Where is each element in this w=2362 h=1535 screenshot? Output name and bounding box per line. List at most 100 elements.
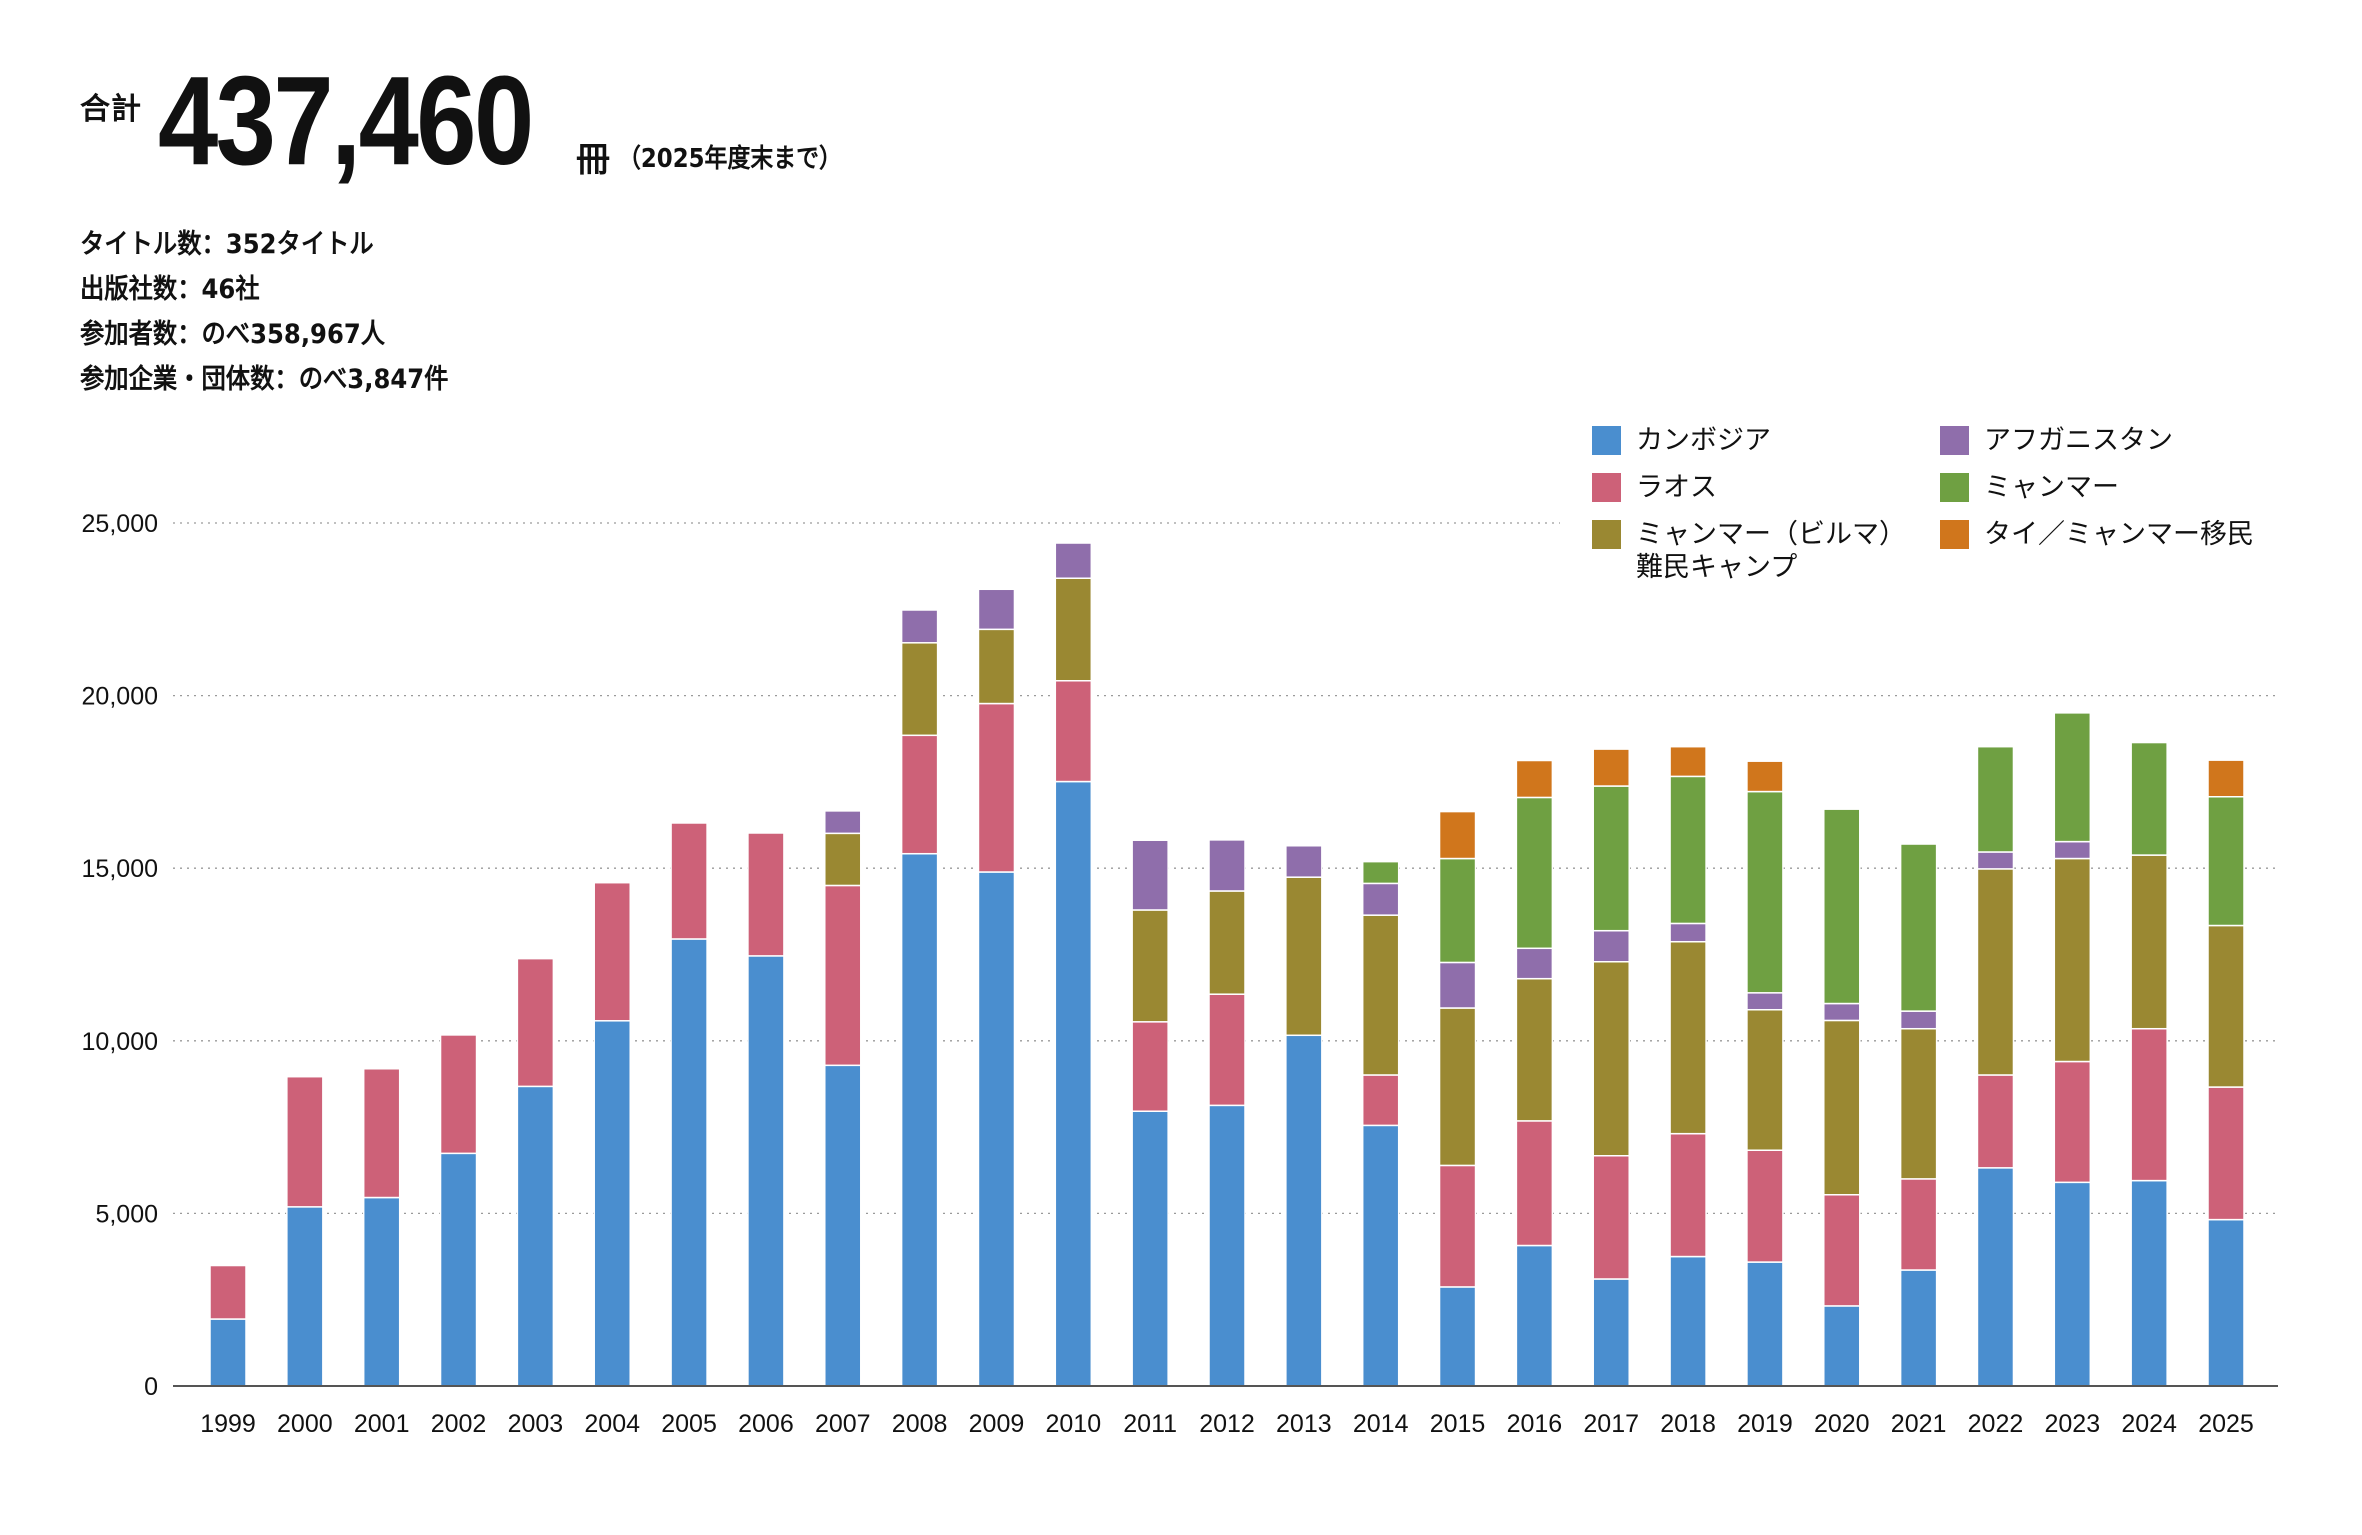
bar-segment bbox=[593, 881, 631, 1022]
bar-segment bbox=[1592, 929, 1630, 963]
bar-segment bbox=[747, 832, 785, 957]
bar-segment bbox=[2053, 712, 2092, 843]
total-label: 合計 bbox=[80, 92, 142, 127]
bar-segment bbox=[1823, 808, 1861, 1005]
x-tick-label: 2016 bbox=[1507, 1410, 1563, 1438]
y-axis-ticks: 0 5,000 10,000 15,000 20,000 25,000 bbox=[82, 510, 158, 1401]
bar-segment bbox=[2053, 857, 2092, 1063]
bar-segment bbox=[2053, 840, 2092, 860]
legend: カンボジア アフガニスタン ラオス ミャンマー ミャンマー（ビルマ） 難民キャンプ タイ／… bbox=[1592, 424, 2292, 604]
stat-participants: 参加者数：のべ358,967人 bbox=[80, 319, 386, 350]
legend-swatch bbox=[1592, 426, 1621, 455]
bar-segment bbox=[977, 702, 1016, 873]
bar-segment bbox=[1899, 1269, 1938, 1387]
bar-segment bbox=[2130, 854, 2168, 1030]
bar-segment bbox=[900, 734, 939, 855]
x-tick-label: 2022 bbox=[1968, 1410, 2024, 1438]
x-tick-label: 2005 bbox=[661, 1410, 717, 1438]
bar-segment bbox=[1054, 577, 1093, 682]
x-tick-label: 2015 bbox=[1430, 1410, 1486, 1438]
bar-segment bbox=[1592, 785, 1630, 932]
bar-segment bbox=[977, 871, 1016, 1387]
bar-segment bbox=[2130, 1027, 2168, 1182]
bar-segment bbox=[900, 609, 939, 644]
bar-segment bbox=[2053, 1181, 2092, 1387]
bar-segment bbox=[1976, 868, 2015, 1076]
bar-segment bbox=[747, 955, 785, 1387]
bar-segment bbox=[2207, 795, 2245, 927]
total-unit: 冊 bbox=[576, 140, 610, 180]
bar-segment bbox=[1592, 748, 1630, 787]
bar-segment bbox=[1669, 775, 1707, 925]
y-tick-label: 20,000 bbox=[82, 683, 158, 711]
x-tick-label: 2014 bbox=[1353, 1410, 1409, 1438]
x-tick-label: 2025 bbox=[2198, 1410, 2254, 1438]
legend-swatch bbox=[1592, 520, 1621, 549]
bar-segment bbox=[1208, 1104, 1246, 1387]
bar-segment bbox=[1746, 1149, 1784, 1263]
bar-segment bbox=[1438, 810, 1477, 860]
bar-segment bbox=[2207, 924, 2245, 1088]
stats-list: タイトル数：352タイトル 出版社数：46社 参加者数：のべ358,967人 参… bbox=[80, 222, 489, 402]
bar-segment bbox=[1285, 1034, 1323, 1387]
bar-segment bbox=[1054, 680, 1093, 783]
bar-segment bbox=[1899, 1027, 1938, 1180]
stat-titles: タイトル数：352タイトル bbox=[80, 229, 374, 260]
bar-segment bbox=[286, 1206, 324, 1387]
bar-segment bbox=[2053, 1060, 2092, 1184]
legend-label: タイ／ミャンマー移民 bbox=[1984, 519, 2254, 550]
y-tick-label: 5,000 bbox=[95, 1200, 158, 1228]
bar-segment bbox=[1669, 940, 1707, 1135]
bar-segment bbox=[209, 1318, 247, 1387]
bar-segment bbox=[1976, 1074, 2015, 1169]
legend-swatch bbox=[1940, 473, 1969, 502]
bar-segment bbox=[824, 884, 862, 1067]
bar-segment bbox=[1746, 992, 1784, 1011]
x-tick-label: 2000 bbox=[277, 1410, 333, 1438]
y-tick-label: 0 bbox=[144, 1373, 158, 1401]
bar-segment bbox=[1515, 796, 1554, 950]
bar-segment bbox=[593, 1020, 631, 1387]
legend-label: ミャンマー bbox=[1984, 472, 2119, 503]
x-tick-label: 2013 bbox=[1276, 1410, 1332, 1438]
y-tick-label: 15,000 bbox=[82, 855, 158, 883]
bar-segment bbox=[1746, 1008, 1784, 1151]
legend-label: ラオス bbox=[1636, 472, 1717, 503]
bar-segment bbox=[439, 1152, 478, 1387]
x-tick-label: 2020 bbox=[1814, 1410, 1870, 1438]
x-tick-label: 2023 bbox=[2044, 1410, 2100, 1438]
bar-segment bbox=[1976, 851, 2015, 870]
bar-segment bbox=[1054, 780, 1093, 1387]
bar-segment bbox=[439, 1034, 478, 1155]
legend-swatch bbox=[1940, 426, 1969, 455]
bar-segment bbox=[900, 852, 939, 1387]
bar-segment bbox=[1361, 860, 1400, 885]
bar-segment bbox=[1438, 1007, 1477, 1167]
legend-item: ミャンマー（ビルマ） 難民キャンプ bbox=[1592, 518, 1906, 584]
bar-segment bbox=[1592, 1278, 1630, 1387]
x-tick-label: 2012 bbox=[1199, 1410, 1255, 1438]
bar-segment bbox=[2207, 1218, 2245, 1387]
legend-swatch bbox=[1940, 520, 1969, 549]
x-tick-label: 2008 bbox=[892, 1410, 948, 1438]
bar-segment bbox=[977, 628, 1016, 705]
bar-segment bbox=[2207, 759, 2245, 798]
bar-segment bbox=[1054, 542, 1093, 579]
x-tick-label: 2017 bbox=[1583, 1410, 1639, 1438]
bar-segment bbox=[516, 957, 555, 1088]
legend-label: カンボジア bbox=[1636, 425, 1771, 456]
bar-segment bbox=[1285, 876, 1323, 1037]
bar-segment bbox=[1823, 1305, 1861, 1387]
bar-segment bbox=[2130, 1179, 2168, 1387]
legend-label: ミャンマー（ビルマ） 難民キャンプ bbox=[1636, 519, 1906, 583]
bar-segment bbox=[1438, 961, 1477, 1009]
bar-segment bbox=[1669, 745, 1707, 778]
bar-segment bbox=[2130, 741, 2168, 856]
bar-segment bbox=[1823, 1002, 1861, 1022]
bar-segment bbox=[1131, 1021, 1169, 1112]
x-tick-label: 2018 bbox=[1660, 1410, 1716, 1438]
bar-segment bbox=[1361, 1074, 1400, 1127]
x-tick-label: 2011 bbox=[1123, 1410, 1177, 1438]
stat-organizations: 参加企業・団体数：のべ3,847件 bbox=[80, 364, 449, 395]
x-tick-label: 2006 bbox=[738, 1410, 794, 1438]
